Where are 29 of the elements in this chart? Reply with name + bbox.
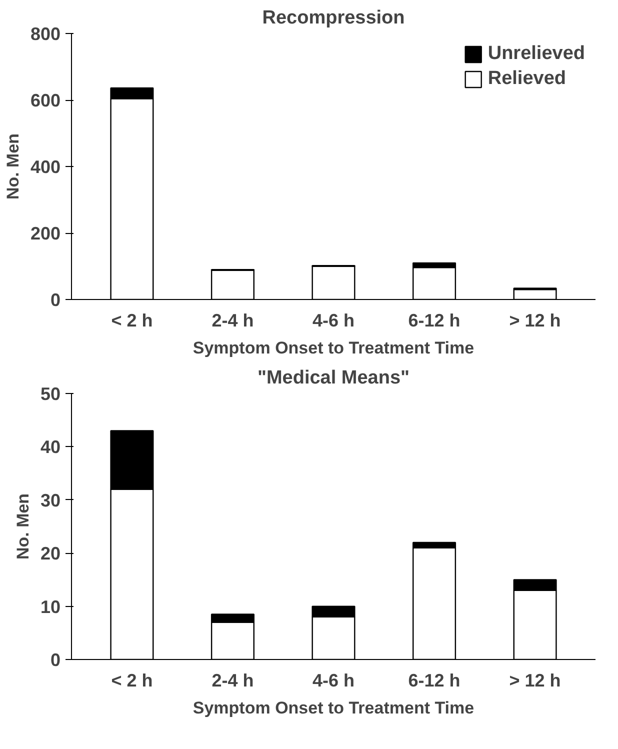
y-tick-label: 200 — [30, 224, 61, 244]
x-tick-label: < 2 h — [111, 670, 153, 690]
x-tick-label: 4-6 h — [312, 670, 355, 690]
y-tick-label: 20 — [40, 544, 61, 564]
x-tick-label: 4-6 h — [312, 310, 355, 330]
legend-label: Relieved — [488, 68, 566, 90]
y-tick-label: 800 — [30, 24, 61, 44]
x-tick-label: 2-4 h — [212, 310, 254, 330]
y-tick-label: 0 — [50, 650, 61, 670]
y-tick-label: 400 — [30, 157, 61, 177]
x-tick-label: > 12 h — [509, 670, 561, 690]
y-tick-label: 30 — [40, 490, 61, 510]
x-axis-title: Symptom Onset to Treatment Time — [192, 698, 474, 718]
y-tick-label: 40 — [40, 437, 61, 458]
x-tick-label: < 2 h — [111, 310, 153, 330]
x-tick-label: > 12 h — [509, 310, 561, 330]
y-tick-label: 0 — [50, 290, 61, 310]
x-axis-title: Symptom Onset to Treatment Time — [192, 338, 474, 358]
y-tick-label: 600 — [30, 90, 61, 110]
x-tick-label: 6-12 h — [408, 670, 460, 690]
chart-title: "Medical Means" — [257, 368, 410, 388]
legend-label: Unrelieved — [488, 43, 585, 65]
y-tick-label: 10 — [40, 596, 61, 617]
y-axis-title: No. Men — [3, 133, 22, 200]
x-tick-label: 2-4 h — [212, 670, 254, 690]
y-tick-label: 50 — [40, 384, 61, 404]
chart-title: Recompression — [262, 8, 405, 28]
x-tick-label: 6-12 h — [408, 310, 460, 330]
y-axis-title: No. Men — [13, 493, 32, 560]
